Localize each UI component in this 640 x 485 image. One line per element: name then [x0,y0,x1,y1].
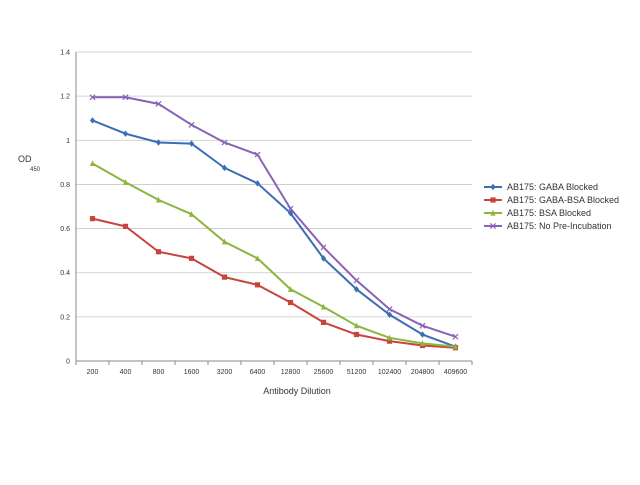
data-point [188,121,195,128]
x-tick-label: 800 [153,369,165,376]
data-point [490,183,496,191]
data-point [452,343,459,350]
data-point [122,130,129,137]
series-2 [89,216,459,351]
data-point [122,179,129,185]
series-line [92,217,456,349]
x-tick-label: 400 [120,369,132,376]
data-point [122,94,129,101]
x-tick-label: 102400 [378,369,401,376]
data-point [419,331,426,338]
data-point [452,333,459,340]
data-point [254,180,261,187]
data-point [490,197,496,203]
x-tick-label: 3200 [217,369,233,376]
data-point [221,238,228,245]
y-axis-label-subscript: 450 [30,167,41,173]
y-tick-label: 1.4 [60,50,70,57]
data-point [320,303,327,310]
data-point [89,117,96,124]
data-point [419,322,426,329]
data-point [353,331,360,338]
legend-label: AB175: No Pre-Incubation [507,221,612,231]
series-3 [89,160,459,350]
x-tick-label: 25600 [314,369,334,376]
legend-label: AB175: GABA Blocked [507,182,598,192]
legend-item: AB175: GABA-BSA Blocked [484,195,619,205]
series-line [92,119,456,348]
data-point [122,223,129,229]
data-point [287,205,294,212]
data-point [221,274,228,280]
data-point [155,249,162,255]
data-point [188,140,195,147]
data-point [386,334,393,341]
data-point [254,151,261,158]
x-tick-label: 51200 [347,369,367,376]
data-point [353,322,360,329]
data-point [287,286,294,292]
data-point [254,282,261,288]
data-point [254,255,261,261]
legend-label: AB175: GABA-BSA Blocked [507,195,619,205]
y-axis-label: OD 450 [18,154,41,173]
data-point [419,340,426,346]
x-tick-label: 12800 [281,369,301,376]
data-point [89,160,96,167]
legend-label: AB175: BSA Blocked [507,208,591,218]
y-tick-label: 0 [66,359,70,366]
y-tick-label: 1 [66,138,70,145]
data-point [155,100,162,107]
data-point [386,311,393,318]
data-point [320,244,327,251]
series-4 [89,94,459,340]
data-point [155,196,162,203]
x-tick-label: 204800 [411,369,434,376]
series-line [92,162,456,348]
data-point [386,306,393,313]
data-point [489,222,497,230]
tick-labels: 0 0.2 0.4 0.6 0.8 1 1.2 1.4 200 400 800 1600 3200 640… [60,50,467,377]
data-point [320,319,327,325]
y-axis-label-main: OD [18,154,32,164]
y-tick-label: 1.2 [60,94,70,101]
data-point [89,216,96,222]
y-tick-label: 0.4 [60,270,70,277]
legend-item: AB175: BSA Blocked [484,208,591,218]
data-point [386,338,393,344]
data-point [188,255,195,261]
series-layer [89,94,459,351]
data-point [89,94,96,101]
axes [75,52,473,365]
x-axis-label: Antibody Dilution [263,386,331,396]
data-point [188,211,195,217]
legend: AB175: GABA Blocked AB175: GABA-BSA Block… [484,182,619,231]
x-tick-label: 200 [87,369,99,376]
x-tick-label: 6400 [250,369,266,376]
data-point [490,209,496,216]
x-tick-label: 409600 [444,369,467,376]
y-tick-label: 0.8 [60,182,70,189]
data-point [320,255,327,262]
grid-lines [76,51,472,318]
series-line [92,96,456,338]
data-point [221,139,228,146]
y-tick-label: 0.2 [60,314,70,321]
data-point [353,286,360,293]
x-tick-label: 1600 [184,369,200,376]
legend-item: AB175: No Pre-Incubation [484,221,612,231]
data-point [287,299,294,306]
data-point [221,164,228,172]
data-point [155,139,162,146]
y-tick-label: 0.6 [60,226,70,233]
data-point [353,277,360,284]
legend-item: AB175: GABA Blocked [484,182,598,192]
